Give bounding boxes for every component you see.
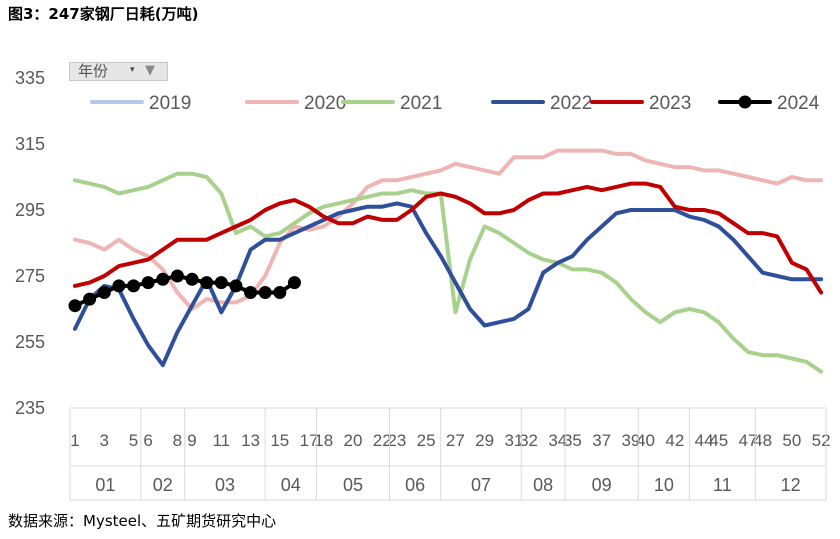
legend-marker — [738, 95, 752, 109]
month-label: 12 — [781, 475, 801, 495]
y-tick-label: 275 — [15, 266, 45, 286]
data-point-2024 — [287, 276, 301, 290]
x-tick-label: 48 — [753, 431, 772, 450]
month-label: 11 — [713, 475, 732, 495]
series-line-2022 — [73, 201, 824, 368]
x-tick-label: 39 — [621, 431, 640, 450]
month-label: 03 — [215, 475, 235, 495]
x-tick-label: 50 — [782, 431, 801, 450]
month-label: 02 — [153, 475, 173, 495]
y-tick-label: 315 — [15, 134, 45, 154]
x-tick-label: 11 — [212, 431, 230, 450]
data-point-2024 — [258, 286, 272, 299]
x-tick-label: 40 — [636, 431, 655, 450]
data-point-2024 — [141, 276, 155, 290]
year-filter-button[interactable]: 年份 ▾ ▼ — [69, 62, 168, 81]
x-tick-label: 5 — [129, 431, 138, 450]
dropdown-arrow-icon: ▾ — [130, 65, 135, 75]
x-tick-label: 42 — [665, 431, 684, 450]
month-label: 06 — [405, 475, 425, 495]
data-point-2024 — [97, 286, 111, 299]
x-tick-label: 27 — [446, 431, 465, 450]
x-tick-label: 18 — [314, 431, 333, 450]
y-axis: 235 255 275 295 315 335 — [15, 68, 45, 418]
x-tick-label: 25 — [417, 431, 436, 450]
month-label: 07 — [471, 475, 491, 495]
x-tick-label: 45 — [709, 431, 728, 450]
y-tick-label: 335 — [15, 68, 45, 88]
x-tick-label: 6 — [143, 431, 152, 450]
x-tick-label: 31 — [504, 431, 523, 450]
y-tick-label: 235 — [15, 398, 45, 418]
month-label: 10 — [654, 475, 674, 495]
x-tick-label: 29 — [475, 431, 494, 450]
legend-label: 2021 — [400, 93, 442, 114]
data-point-2024 — [273, 286, 287, 299]
series-line-2023 — [73, 181, 824, 295]
x-tick-label: 9 — [187, 431, 196, 450]
x-tick-label: 23 — [387, 431, 406, 450]
x-tick-label: 47 — [739, 431, 758, 450]
year-filter-label: 年份 — [78, 62, 109, 80]
data-point-2024 — [68, 299, 82, 313]
data-point-2024 — [127, 279, 141, 293]
legend-label: 2022 — [550, 93, 592, 114]
data-point-2024 — [170, 269, 184, 283]
data-point-2024 — [112, 279, 126, 293]
x-tick-label: 52 — [812, 431, 831, 450]
month-label: 09 — [592, 475, 612, 495]
x-tick-label: 17 — [300, 431, 319, 450]
data-source-note: 数据来源：Mysteel、五矿期货研究中心 — [8, 512, 277, 530]
x-tick-label: 13 — [241, 431, 260, 450]
x-tick-label: 37 — [592, 431, 611, 450]
x-tick-label: 1 — [70, 431, 79, 450]
month-label: 01 — [95, 475, 115, 495]
month-label: 08 — [533, 475, 553, 495]
series-line-2020 — [73, 148, 824, 311]
x-tick-label: 20 — [344, 431, 363, 450]
data-point-2024 — [83, 292, 97, 306]
data-point-2024 — [244, 286, 258, 299]
x-tick-label: 8 — [173, 431, 182, 450]
x-tick-label: 15 — [270, 431, 289, 450]
legend-label: 2023 — [649, 93, 691, 114]
series-line-2021 — [73, 171, 824, 374]
legend-label: 2019 — [149, 93, 191, 114]
legend: 2019 2020 2021 2022 2023 2024 — [90, 93, 820, 114]
x-tick-label: 22 — [373, 431, 392, 450]
month-label: 05 — [343, 475, 363, 495]
legend-label: 2020 — [304, 93, 346, 114]
chart-title: 图3：247家钢厂日耗(万吨) — [8, 5, 199, 23]
x-tick-label: 3 — [100, 431, 109, 450]
month-label: 04 — [281, 475, 301, 495]
data-point-2024 — [229, 279, 243, 293]
series-line-2024 — [73, 274, 297, 308]
legend-label: 2024 — [777, 93, 820, 114]
data-point-2024 — [200, 276, 214, 290]
y-tick-label: 295 — [15, 200, 45, 220]
x-tick-label: 44 — [695, 431, 714, 450]
filter-funnel-icon: ▼ — [145, 63, 155, 78]
data-point-2024 — [214, 276, 228, 290]
data-point-2024 — [185, 272, 199, 286]
plot-area — [68, 148, 824, 374]
y-tick-label: 255 — [15, 332, 45, 352]
data-point-2024 — [156, 272, 170, 286]
x-tick-label: 34 — [548, 431, 567, 450]
x-tick-label: 35 — [563, 431, 582, 450]
x-tick-label: 32 — [519, 431, 538, 450]
